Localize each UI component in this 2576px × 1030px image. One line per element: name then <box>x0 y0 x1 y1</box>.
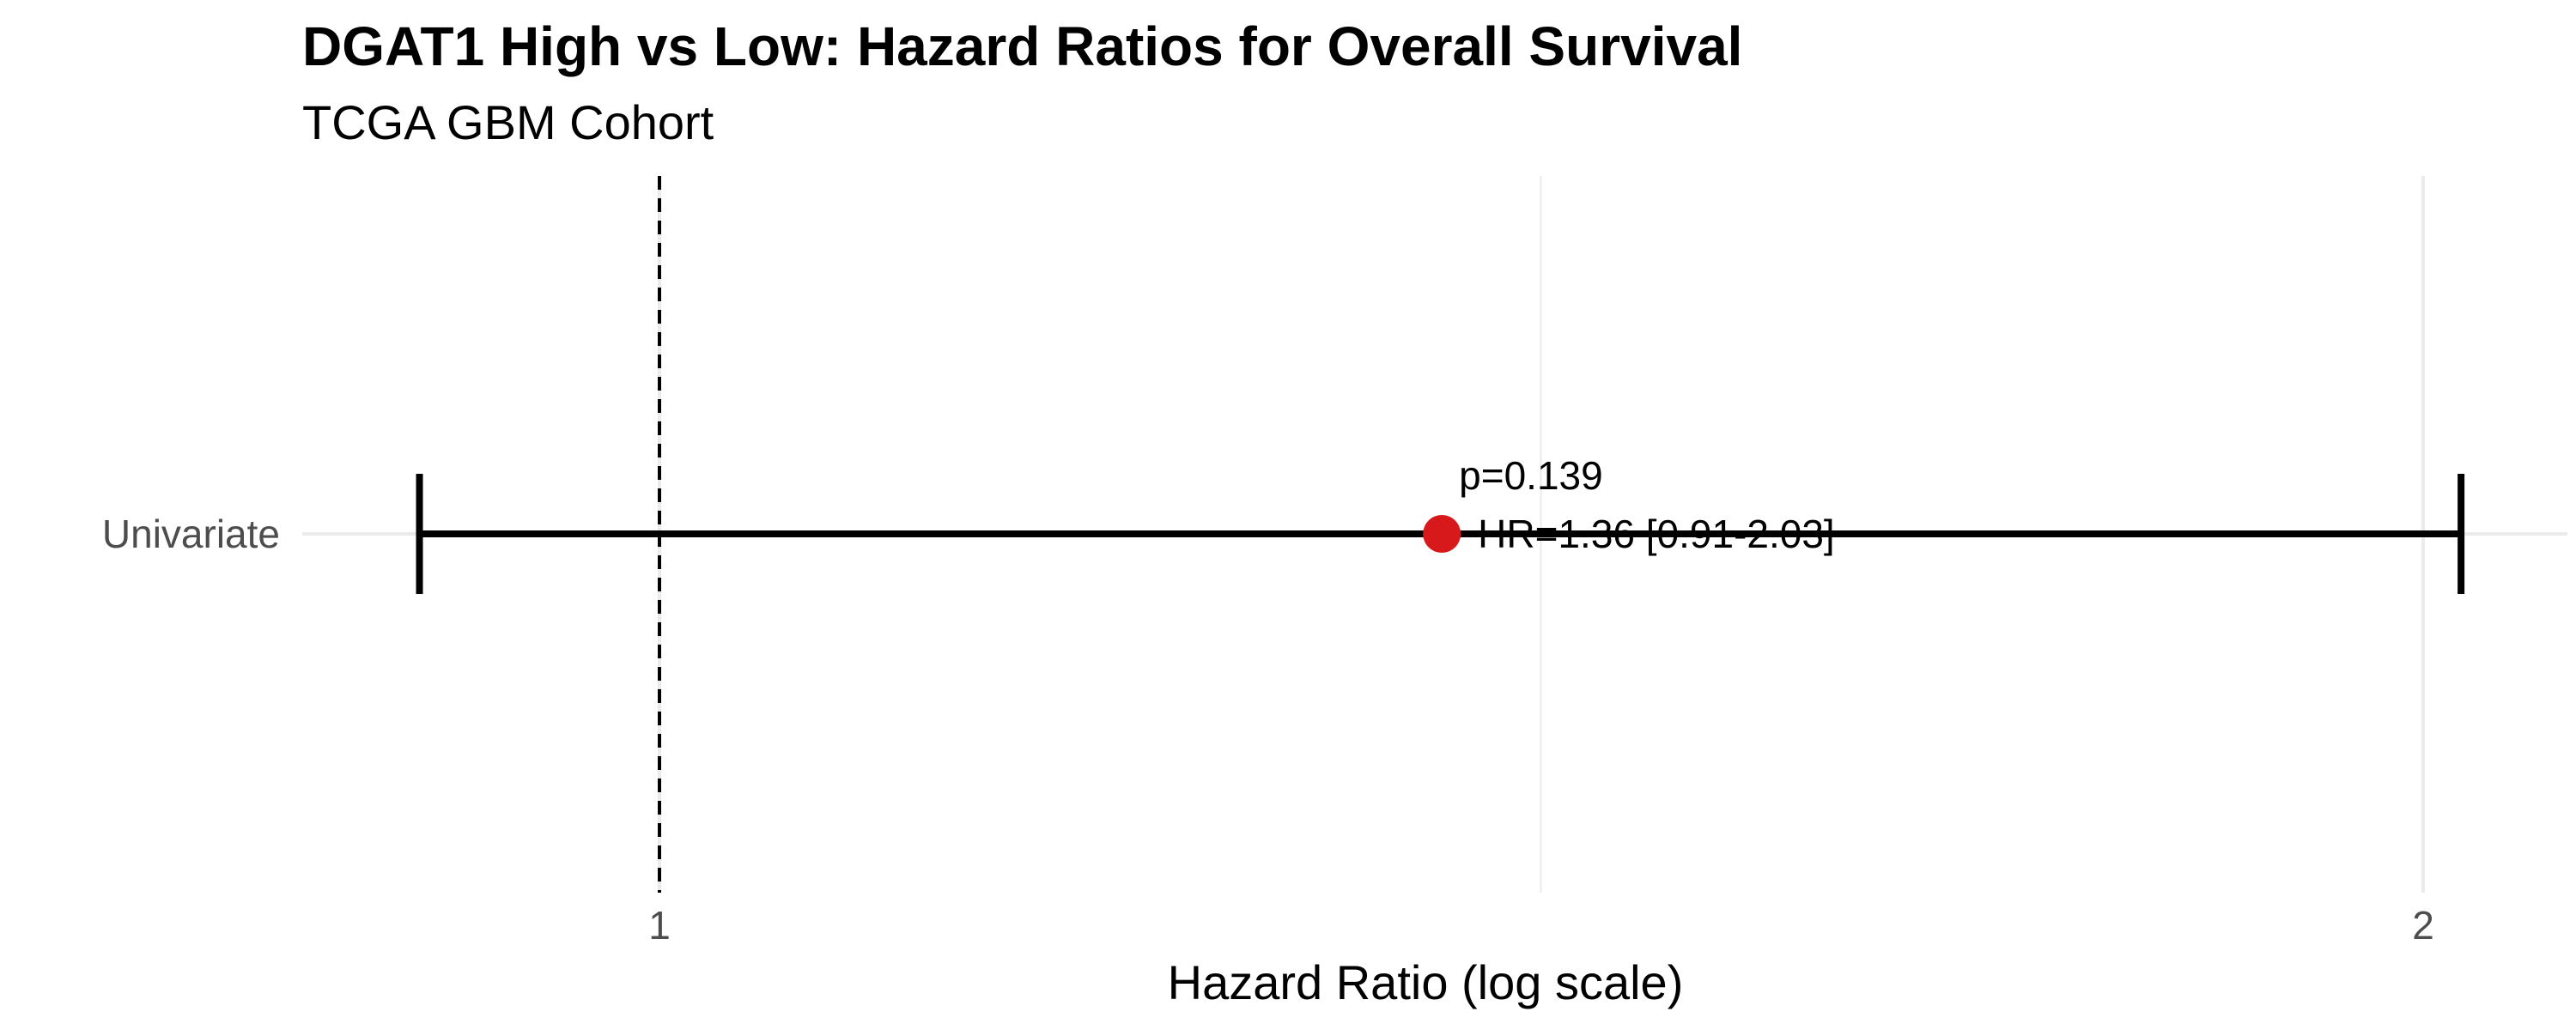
chart-subtitle: TCGA GBM Cohort <box>302 95 714 149</box>
x-tick-label: 2 <box>2412 903 2434 948</box>
x-axis-label: Hazard Ratio (log scale) <box>1168 955 1684 1009</box>
hr-point <box>1423 515 1461 553</box>
hr-label: HR=1.36 [0.91-2.03] <box>1478 512 1835 556</box>
point-estimates <box>1423 515 1461 553</box>
p-value-label: p=0.139 <box>1459 453 1603 498</box>
y-tick-label: Univariate <box>102 512 280 556</box>
chart-title: DGAT1 High vs Low: Hazard Ratios for Ove… <box>302 15 1742 77</box>
annotations: p=0.139 HR=1.36 [0.91-2.03] Univariate <box>102 453 1835 556</box>
x-tick-label: 1 <box>648 903 671 948</box>
